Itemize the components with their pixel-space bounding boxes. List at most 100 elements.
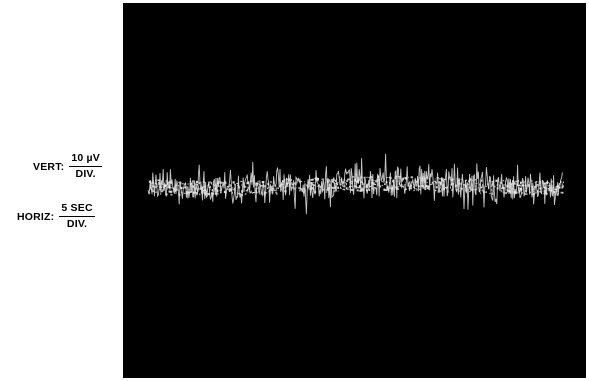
noise-speck [288, 183, 290, 186]
noise-speck [486, 183, 490, 186]
noise-speck [169, 187, 171, 190]
noise-speck [359, 186, 361, 189]
noise-speck [401, 178, 404, 181]
noise-speck [376, 178, 377, 181]
noise-speck [541, 181, 544, 184]
noise-speck [152, 185, 154, 188]
noise-speck [179, 181, 182, 184]
noise-speck [509, 185, 512, 187]
noise-speck [293, 187, 296, 190]
noise-speck [234, 183, 236, 185]
noise-speck [512, 180, 514, 183]
noise-speck [467, 183, 469, 185]
noise-speck [215, 187, 218, 189]
noise-speck [271, 187, 274, 190]
noise-speck [157, 179, 160, 182]
noise-speck [407, 185, 409, 187]
noise-speck [379, 185, 382, 188]
noise-speck [244, 193, 247, 196]
noise-speck [548, 188, 550, 191]
noise-speck [488, 192, 491, 195]
noise-speck [481, 189, 484, 191]
noise-speck [271, 188, 274, 191]
noise-speck [389, 187, 392, 189]
noise-speck [271, 187, 273, 190]
noise-speck [220, 185, 222, 188]
noise-speck [410, 176, 413, 179]
noise-speck [350, 182, 353, 185]
noise-speck [438, 184, 440, 186]
noise-speck [508, 182, 511, 184]
noise-speck [344, 185, 346, 188]
noise-speck [229, 189, 232, 192]
noise-speck [208, 186, 211, 188]
noise-speck [280, 186, 282, 188]
noise-speck [219, 186, 221, 188]
noise-speck [258, 184, 260, 186]
noise-speck [327, 187, 330, 190]
noise-speck [355, 186, 358, 188]
noise-speck [501, 187, 504, 189]
noise-speck [439, 182, 441, 185]
noise-speck [245, 190, 247, 192]
noise-speck [340, 179, 343, 181]
noise-speck [423, 176, 425, 178]
noise-speck [345, 187, 348, 190]
noise-speck [504, 192, 507, 195]
noise-speck [543, 184, 545, 188]
noise-speck [384, 189, 387, 191]
noise-speck [396, 184, 397, 186]
noise-speck [258, 191, 261, 193]
noise-speck [506, 186, 508, 189]
noise-speck [199, 193, 201, 196]
noise-speck [472, 190, 474, 192]
noise-speck [450, 184, 453, 186]
noise-speck [247, 188, 249, 191]
noise-speck [209, 188, 211, 190]
noise-speck [314, 190, 317, 193]
noise-speck [369, 178, 371, 181]
noise-speck [214, 187, 216, 190]
noise-speck [328, 179, 331, 182]
noise-speck [464, 184, 467, 187]
noise-speck [160, 192, 162, 195]
noise-speck [240, 180, 243, 183]
noise-speck [536, 181, 538, 183]
noise-speck [436, 177, 439, 179]
noise-speck [381, 181, 384, 183]
noise-speck [288, 185, 291, 187]
noise-speck [360, 175, 363, 178]
noise-speck [361, 188, 363, 192]
noise-speck [151, 182, 154, 184]
noise-speck [370, 176, 373, 179]
noise-speck [301, 189, 303, 192]
noise-speck [262, 181, 265, 184]
noise-speck [378, 179, 381, 182]
noise-speck [553, 193, 556, 196]
noise-speck [560, 191, 563, 194]
noise-speck [543, 183, 546, 185]
noise-speck [500, 188, 504, 190]
noise-speck [408, 188, 410, 190]
noise-speck [495, 179, 498, 182]
noise-speck [247, 190, 249, 193]
noise-speck [308, 188, 310, 190]
noise-speck [488, 179, 491, 182]
noise-speck [434, 190, 437, 191]
noise-speck [228, 188, 230, 190]
noise-speck [329, 186, 332, 189]
noise-speck [413, 189, 415, 192]
noise-speck [562, 181, 564, 183]
noise-speck [286, 178, 289, 180]
noise-speck [430, 183, 433, 185]
noise-speck [516, 183, 519, 186]
noise-speck [281, 184, 284, 185]
noise-speck [349, 188, 352, 191]
noise-speck [304, 183, 306, 186]
noise-speck [268, 191, 270, 193]
noise-speck [500, 190, 503, 193]
noise-speck [189, 181, 191, 183]
noise-speck [525, 188, 527, 189]
noise-speck [366, 183, 369, 186]
noise-speck [379, 184, 381, 187]
